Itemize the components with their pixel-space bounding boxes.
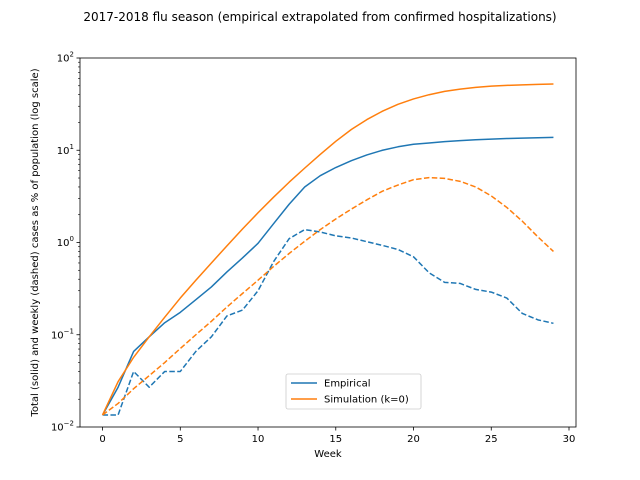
x-axis: 0 5 10 15 20 25 30 — [99, 427, 575, 445]
legend-box — [285, 373, 422, 410]
x-tick-label: 10 — [252, 434, 265, 445]
x-tick-label: 25 — [485, 434, 498, 445]
x-tick-label: 30 — [563, 434, 576, 445]
x-tick-label: 15 — [329, 434, 342, 445]
y-axis-label: Total (solid) and weekly (dashed) cases … — [30, 68, 41, 417]
x-axis-label: Week — [314, 449, 342, 460]
y-tick-label: 10−2 — [51, 420, 74, 434]
series-line-2-dashed — [102, 228, 554, 416]
y-tick-label: 10−1 — [51, 327, 74, 341]
x-tick-label: 0 — [99, 434, 105, 445]
y-tick-label: 101 — [57, 143, 74, 157]
x-tick-label: 5 — [177, 434, 183, 445]
y-tick-label: 102 — [57, 51, 74, 65]
chart-title: 2017-2018 flu season (empirical extrapol… — [83, 10, 556, 24]
y-tick-label: 100 — [57, 235, 74, 249]
plot-lines — [101, 83, 554, 416]
legend-label: Empirical — [324, 379, 370, 390]
series-line-4-dashed — [102, 176, 554, 416]
legend-label: Simulation (k=0) — [324, 395, 409, 406]
legend: Empirical Simulation (k=0) — [285, 373, 422, 410]
series-line-1-solid — [101, 136, 554, 416]
x-tick-label: 20 — [407, 434, 420, 445]
y-axis: 10−2 10−1 100 101 102 — [51, 51, 80, 434]
series-line-3-solid — [101, 83, 554, 416]
